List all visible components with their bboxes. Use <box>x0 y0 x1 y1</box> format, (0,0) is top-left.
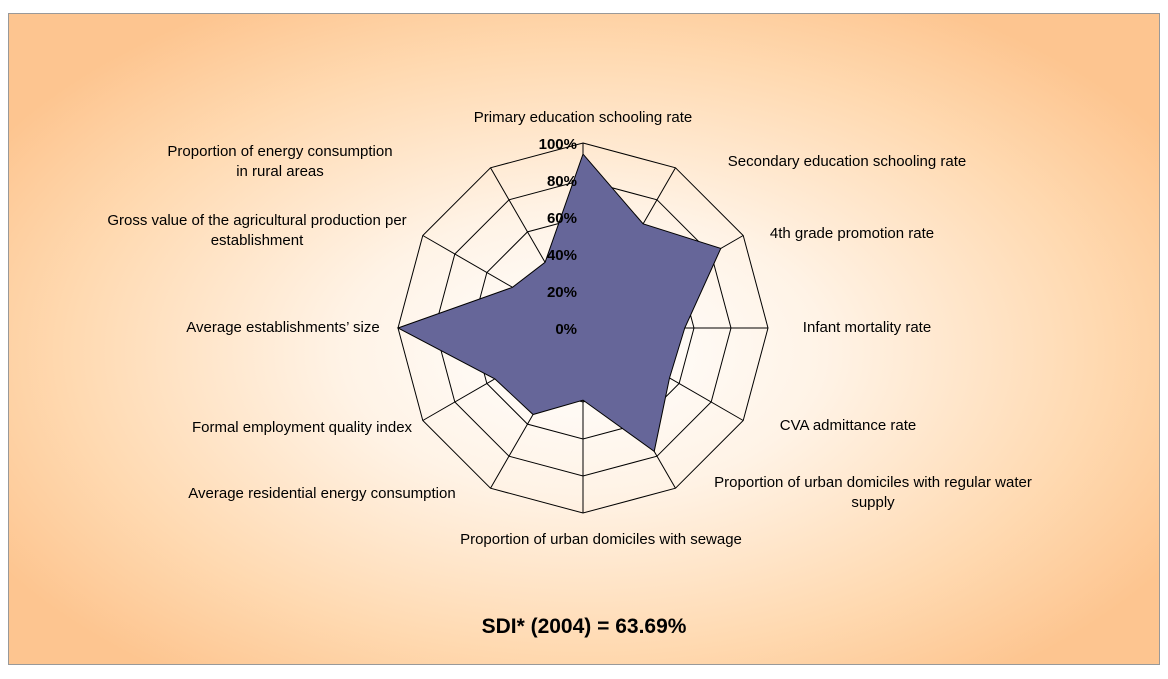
category-label: Proportion of energy consumption in rura… <box>167 143 393 180</box>
tick-label: 100% <box>539 136 577 153</box>
category-label: Average residential energy consumption <box>188 485 456 502</box>
category-label: CVA admittance rate <box>779 417 917 434</box>
category-label: Gross value of the agricultural producti… <box>107 212 407 249</box>
data-area <box>396 153 722 453</box>
tick-label: 60% <box>547 210 577 227</box>
tick-label: 20% <box>547 284 577 301</box>
category-label: Secondary education schooling rate <box>727 153 967 170</box>
annotation: SDI* (2004) = 63.69% <box>481 615 687 638</box>
category-label: Primary education schooling rate <box>473 109 693 126</box>
tick-label: 0% <box>555 321 577 338</box>
category-label: Proportion of urban domiciles with sewag… <box>460 531 742 548</box>
category-label: Formal employment quality index <box>191 419 413 436</box>
category-label: 4th grade promotion rate <box>769 225 935 242</box>
category-label: Infant mortality rate <box>802 319 932 336</box>
category-label: Average establishments’ size <box>186 319 380 336</box>
category-label: Proportion of urban domiciles with regul… <box>714 474 1032 511</box>
tick-label: 40% <box>547 247 577 264</box>
tick-label: 80% <box>547 173 577 190</box>
